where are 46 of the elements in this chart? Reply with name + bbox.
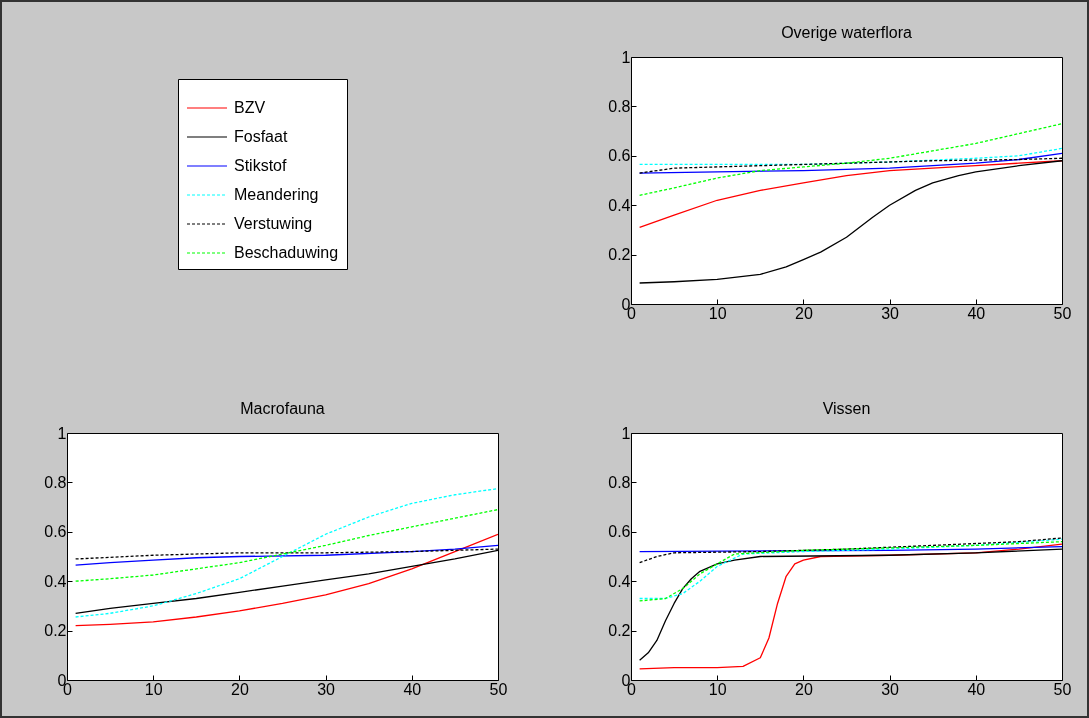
x-tick-label: 50 — [489, 680, 508, 698]
x-tick-label: 50 — [1053, 680, 1072, 698]
line-series — [74, 533, 498, 627]
x-tick-label: 40 — [967, 680, 986, 698]
y-tick-label: 0.6 — [44, 523, 67, 541]
legend-label: Fosfaat — [234, 128, 288, 145]
y-tick-label: 0.8 — [608, 473, 631, 491]
legend-label: Beschaduwing — [234, 244, 339, 261]
y-tick-label: 0.2 — [44, 622, 67, 640]
legend-label: Verstuwing — [234, 215, 313, 232]
y-tick-label: 0.2 — [608, 246, 631, 264]
y-tick-label: 0.2 — [608, 622, 631, 640]
line-series — [74, 544, 498, 566]
x-tick-label: 30 — [317, 680, 336, 698]
x-tick-label: 20 — [795, 304, 813, 322]
x-tick-label: 10 — [144, 680, 163, 698]
legend-label: Meandering — [234, 186, 319, 203]
line-series — [638, 147, 1062, 166]
x-tick-label: 30 — [881, 680, 900, 698]
y-tick-label: 0.4 — [608, 196, 631, 214]
x-tick-label: 10 — [708, 680, 727, 698]
y-tick-label: 0.8 — [608, 97, 631, 115]
y-tick-label: 1 — [621, 48, 631, 66]
y-tick-label: 0.8 — [44, 473, 67, 491]
line-series — [74, 508, 498, 582]
chart-title: Overige waterflora — [781, 24, 912, 41]
y-tick-label: 0.6 — [608, 147, 631, 165]
x-tick-label: 30 — [881, 304, 900, 322]
x-tick-label: 20 — [231, 680, 249, 698]
y-tick-label: 0.4 — [608, 572, 631, 590]
x-tick-label: 40 — [403, 680, 422, 698]
y-tick-label: 1 — [57, 424, 67, 442]
line-series — [74, 487, 498, 618]
x-tick-label: 40 — [967, 304, 986, 322]
y-tick-label: 0.6 — [608, 523, 631, 541]
chart-title: Macrofauna — [240, 400, 325, 417]
line-series — [638, 152, 1062, 174]
legend-label: BZV — [234, 99, 266, 116]
legend-label: Stikstof — [234, 157, 288, 174]
y-tick-label: 0.4 — [44, 572, 67, 590]
line-series — [638, 123, 1062, 196]
x-tick-label: 10 — [708, 304, 727, 322]
x-tick-label: 50 — [1053, 304, 1072, 322]
chart-title: Vissen — [822, 400, 871, 417]
y-tick-label: 1 — [621, 424, 631, 442]
x-tick-label: 20 — [795, 680, 813, 698]
